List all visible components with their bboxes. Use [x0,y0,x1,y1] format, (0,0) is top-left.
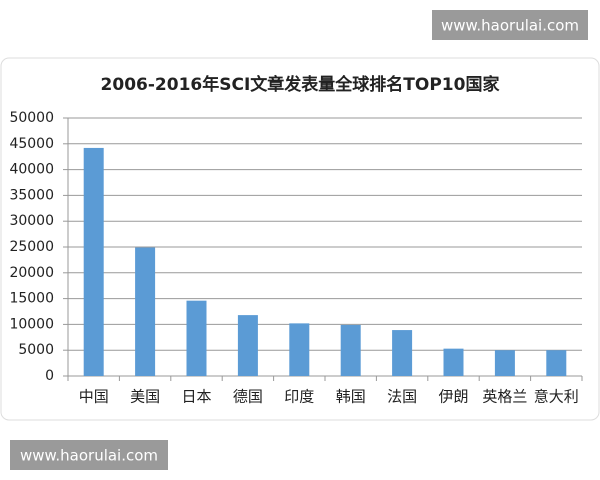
x-tick-label: 意大利 [534,388,579,406]
bar [494,350,515,376]
y-tick-label: 10000 [9,316,54,332]
y-tick-label: 15000 [9,291,54,307]
x-tick-label: 伊朗 [438,388,468,406]
x-tick-label: 法国 [387,388,417,406]
x-tick-label: 韩国 [336,388,366,406]
x-tick-label: 印度 [284,388,314,406]
x-tick-label: 德国 [233,388,263,406]
x-tick-label: 日本 [181,388,211,406]
y-tick-label: 50000 [9,110,54,126]
bar [83,147,104,376]
y-tick-label: 35000 [9,187,54,203]
y-tick-label: 5000 [18,342,54,358]
y-tick-label: 0 [45,368,54,384]
watermark-box [432,10,588,40]
watermark-box [10,440,168,470]
bar [546,350,567,376]
bar [340,324,361,376]
y-tick-label: 30000 [9,213,54,229]
watermark: www.haorulai.com [441,17,579,35]
x-tick-label: 美国 [130,388,160,406]
watermark: www.haorulai.com [20,447,158,465]
y-tick-label: 20000 [9,265,54,281]
chart-title: 2006-2016年SCI文章发表量全球排名TOP10国家 [101,74,500,95]
bar [443,348,464,376]
bar [135,247,156,376]
y-tick-label: 40000 [9,162,54,178]
bar [289,323,310,376]
x-tick-label: 中国 [79,388,109,406]
y-tick-label: 25000 [9,239,54,255]
bar [392,330,413,376]
x-tick-label: 英格兰 [482,388,527,406]
bar [186,300,207,376]
bar [237,315,258,376]
y-tick-label: 45000 [9,136,54,152]
